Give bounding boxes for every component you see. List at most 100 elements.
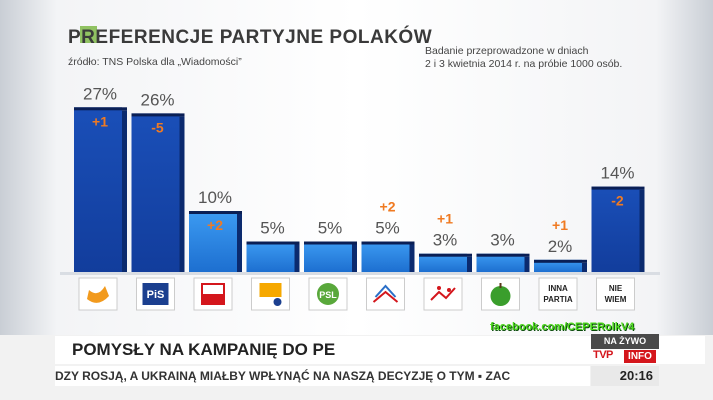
- bar-side: [237, 214, 242, 272]
- logo-tvp: TVP: [593, 349, 613, 361]
- bar-value-label: 5%: [318, 219, 343, 238]
- bar: [419, 253, 467, 272]
- bar-side: [352, 244, 357, 272]
- solidarna-polska-logo-icon: [366, 277, 405, 311]
- bar-group: 3%: [476, 231, 530, 311]
- polska-razem-logo-dot: [447, 288, 451, 292]
- psl-logo-letters: PSL: [319, 290, 337, 300]
- tile-label: PARTIA: [543, 295, 572, 304]
- bar-top: [419, 253, 472, 257]
- pis-logo-letters: PiS: [147, 289, 165, 301]
- bar-group: 5%+2: [361, 199, 415, 311]
- pis-logo-icon: PiS: [136, 277, 175, 311]
- live-badge: NA ŻYWO: [591, 334, 659, 349]
- bar: [246, 241, 295, 272]
- bar-side: [179, 116, 185, 273]
- bar-group: 14% -2 NIE WIEM: [591, 164, 645, 311]
- bar-top: [591, 186, 645, 190]
- bar-side: [524, 256, 530, 272]
- bar: [189, 211, 237, 272]
- bar-change-label: +2: [380, 199, 396, 215]
- survey-note-line-2: 2 i 3 kwietnia 2014 r. na próbie 1000 os…: [425, 58, 623, 70]
- bar-top: [304, 241, 357, 245]
- bar: [304, 241, 352, 272]
- bar-change-label: -2: [611, 193, 624, 209]
- twoj-ruch-logo-dot: [273, 298, 282, 306]
- bar-change-label: -5: [151, 119, 164, 135]
- bar: [591, 186, 640, 272]
- solidarna-polska-logo-shape: [374, 284, 397, 298]
- twoj-ruch-logo-shape: [259, 283, 282, 297]
- bar-top: [131, 113, 185, 117]
- psl-logo-shape: [317, 283, 339, 305]
- tile-label: INNA: [548, 284, 568, 293]
- bar-value-label: 14%: [600, 164, 634, 183]
- survey-note-line-1: Badanie przeprowadzone w dniach: [425, 45, 589, 57]
- bar-group: 2% +1 INNA PARTIA: [534, 217, 587, 311]
- logo-tile: [596, 277, 635, 311]
- solidarna-polska-logo-shape: [372, 290, 399, 303]
- bar-side: [639, 189, 645, 272]
- sld-logo-icon: [193, 277, 233, 311]
- bar-side: [409, 244, 415, 272]
- bar-group: 10% +2: [189, 188, 242, 311]
- bar-group: 27% +1: [74, 84, 127, 311]
- bar-top: [246, 241, 300, 245]
- bar-side: [582, 262, 587, 272]
- kongres-nowej-prawicy-logo-shape: [490, 286, 511, 306]
- kongres-nowej-prawicy-logo-icon: [481, 277, 520, 311]
- kongres-nowej-prawicy-logo-stem: [499, 283, 502, 288]
- bar-value-label: 5%: [260, 219, 285, 238]
- ticker-text: DZY ROSJĄ, A UKRAINĄ MIAŁBY WPŁYNĄĆ NA N…: [55, 369, 511, 383]
- bar-group: 26% -5 PiS: [131, 90, 185, 311]
- bar-side: [122, 110, 127, 272]
- watermark-text: facebook.com/CEPERolkV4: [490, 321, 635, 333]
- bar-change-label: +1: [552, 217, 568, 233]
- tvp-info-logo: TVP INFO: [591, 349, 659, 364]
- logo-tile: [423, 277, 463, 311]
- bar-group: 5%: [246, 219, 300, 311]
- psl-logo-icon: PSL: [308, 277, 348, 311]
- twoj-ruch-logo-icon: [251, 277, 290, 311]
- logo-tile: [366, 277, 405, 311]
- polska-razem-logo-shape: [430, 287, 456, 301]
- news-ticker: DZY ROSJĄ, A UKRAINĄ MIAŁBY WPŁYNĄĆ NA N…: [55, 366, 590, 386]
- bar-change-label: +1: [92, 113, 108, 129]
- polska-razem-logo-icon: [423, 277, 463, 311]
- tile-label: NIE: [609, 284, 623, 293]
- po-logo-shape: [87, 286, 109, 303]
- logo-tile: [538, 277, 578, 311]
- sld-logo-shape: [202, 294, 224, 304]
- bar: [534, 259, 582, 272]
- bar-side: [294, 244, 300, 272]
- bar-group: 5% PSL: [304, 219, 357, 311]
- bar-value-label: 3%: [490, 231, 515, 250]
- logo-info: INFO: [624, 350, 656, 363]
- chart-title: PREFERENCJE PARTYJNE POLAKÓW: [68, 27, 433, 48]
- clock: 20:16: [591, 366, 659, 386]
- bar-value-label: 27%: [83, 84, 117, 103]
- polska-razem-logo-dot: [437, 286, 441, 290]
- bar-top: [361, 241, 415, 245]
- chart-floor: [60, 272, 660, 275]
- channel-corner-mark: [80, 26, 97, 43]
- bar-change-label: +2: [207, 217, 223, 233]
- pis-logo-shape: [142, 283, 169, 305]
- bar-side: [467, 256, 472, 272]
- bar-top: [74, 107, 127, 111]
- bar-value-label: 5%: [375, 219, 400, 238]
- bar-value-label: 10%: [198, 188, 232, 207]
- bar: [361, 241, 410, 272]
- chart-source: źródło: TNS Polska dla „Wiadomości”: [68, 56, 242, 68]
- bar-top: [476, 253, 530, 257]
- bar-group: 3%+1: [419, 211, 472, 311]
- bar-change-label: +1: [437, 211, 453, 227]
- bar-value-label: 3%: [433, 231, 458, 250]
- tile-label: WIEM: [605, 295, 627, 304]
- bar: [74, 107, 122, 272]
- survey-note: Badanie przeprowadzone w dniach 2 i 3 kw…: [425, 45, 622, 71]
- bar-value-label: 26%: [140, 90, 174, 109]
- bar-top: [534, 259, 587, 263]
